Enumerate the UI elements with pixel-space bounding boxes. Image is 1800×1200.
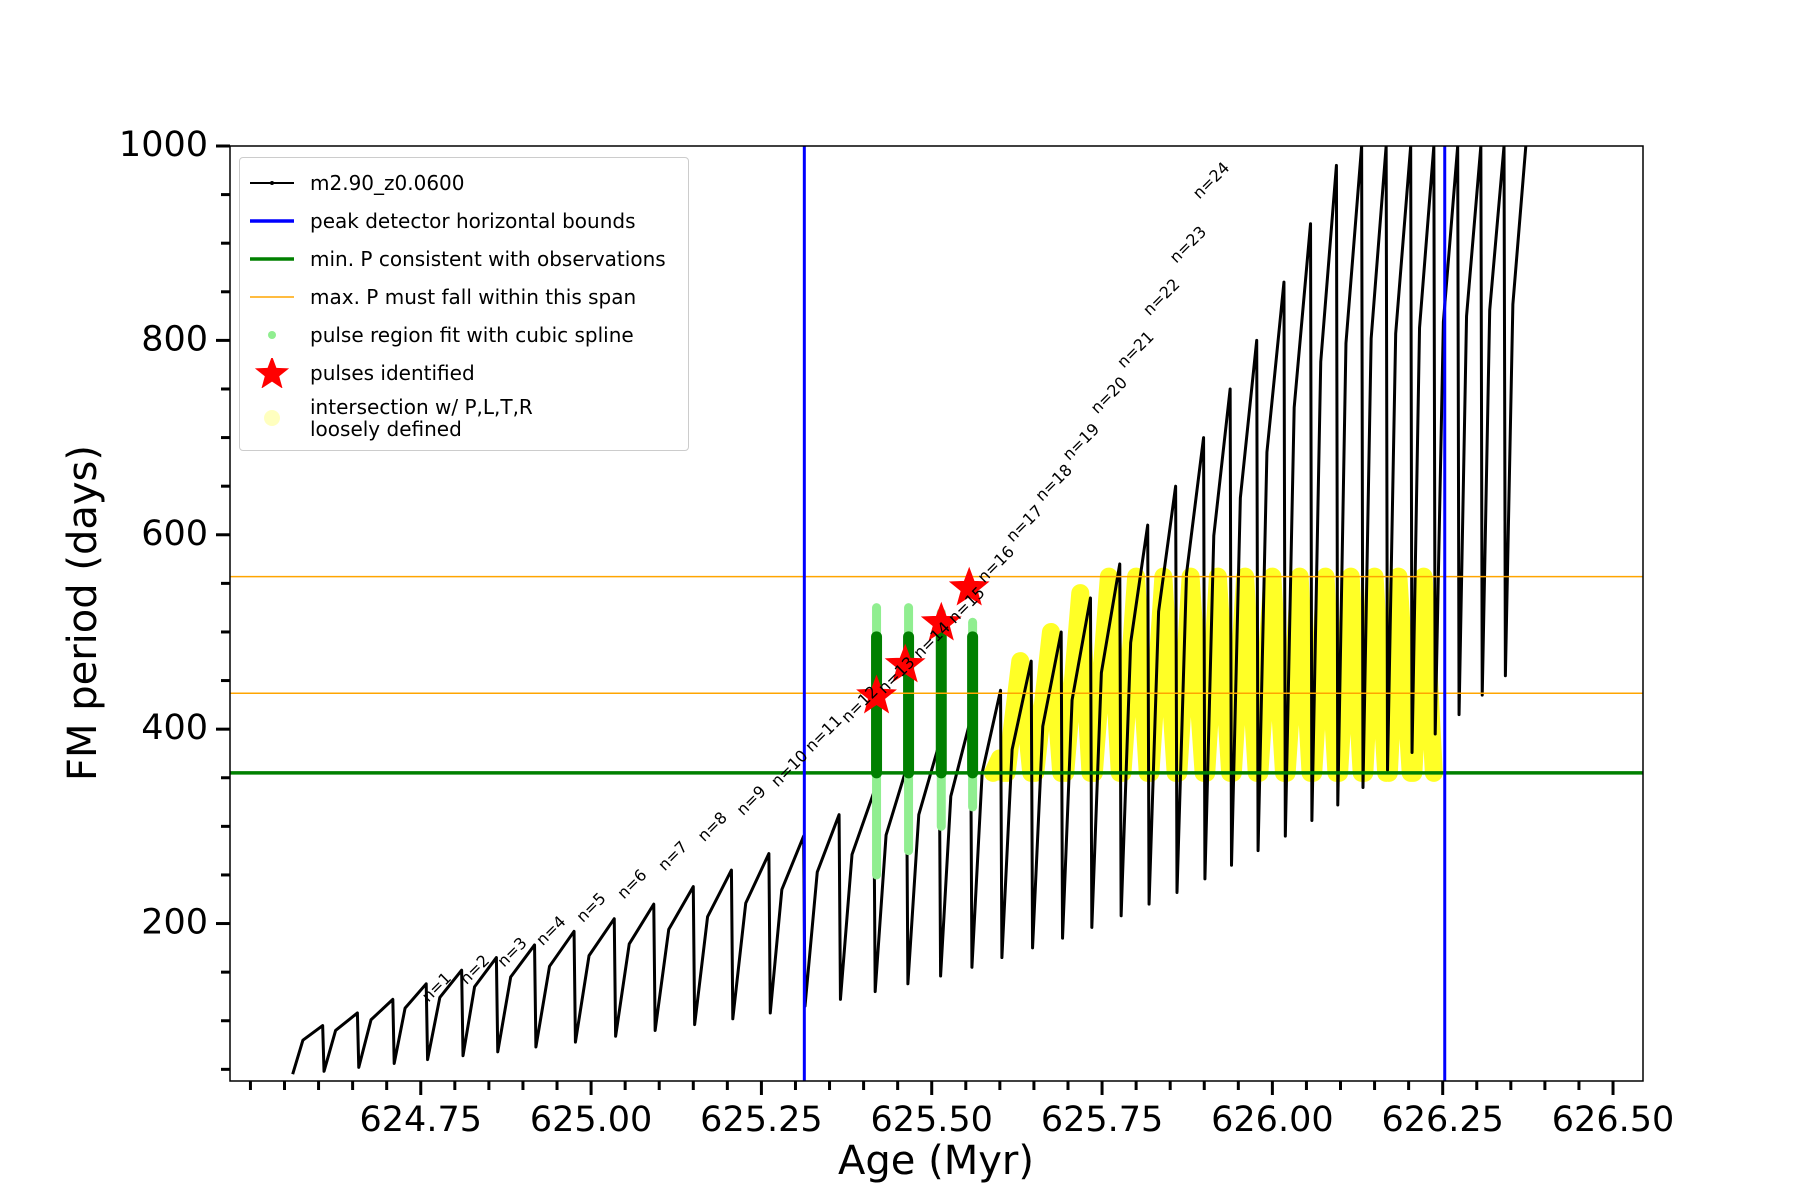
legend-marker [250,181,294,185]
period-curve [291,146,1528,1075]
legend-label: min. P consistent with observations [310,247,666,271]
x-tick-label: 625.00 [530,1100,652,1140]
legend-item: pulse region fit with cubic spline [240,316,688,354]
pulse-annotation: n=11 [801,711,845,755]
legend-marker-shape [270,181,274,185]
x-tick-label: 626.25 [1381,1100,1503,1140]
x-tick-label: 625.75 [1041,1100,1163,1140]
legend-label: pulses identified [310,361,475,385]
legend-marker [250,296,294,298]
pulse-annotation: n=7 [654,837,691,874]
y-tick-label: 200 [141,903,208,943]
x-tick-label: 624.75 [360,1100,482,1140]
pulse-star [920,601,962,641]
legend-item: intersection w/ P,L,T,R loosely defined [240,392,688,444]
pulse-annotation: n=22 [1139,275,1183,319]
pulse-annotation: n=1 [418,968,455,1005]
legend-marker [250,219,294,223]
pulse-star [948,566,990,606]
pulse-annotation: n=5 [572,889,609,926]
y-tick-label: 1000 [119,125,208,165]
y-axis-label: FM period (days) [60,445,106,781]
pulse-star [856,674,897,714]
legend-label: intersection w/ P,L,T,R loosely defined [310,395,533,441]
legend-label: pulse region fit with cubic spline [310,323,634,347]
pulse-star [884,643,926,683]
pulse-annotation: n=3 [493,933,530,970]
x-tick-label: 626.50 [1552,1100,1674,1140]
legend-marker [254,358,290,388]
pulse-annotation: n=16 [974,542,1018,586]
legend-item: pulses identified [240,354,688,392]
legend-item: peak detector horizontal bounds [240,202,688,240]
pulse-annotation: n=23 [1166,222,1210,266]
pulse-annotation: n=24 [1189,158,1233,202]
legend-label: max. P must fall within this span [310,285,637,309]
pulse-annotation: n=21 [1113,327,1157,371]
pulse-annotation: n=6 [613,865,650,902]
y-tick-label: 800 [141,319,208,359]
y-tick-label: 600 [141,514,208,554]
legend-marker-shape [268,331,276,339]
x-tick-label: 626.00 [1211,1100,1333,1140]
x-tick-label: 625.50 [870,1100,992,1140]
y-tick-label: 400 [141,708,208,748]
legend-marker [250,257,294,261]
axes-frame [229,145,1644,1082]
legend-item: max. P must fall within this span [240,278,688,316]
legend-label: m2.90_z0.0600 [310,171,465,195]
plot-area: n=1 n=2 n=3n=4n=5n=6n=7n=8n=9n=10n=11n=12n… [230,146,1643,1081]
legend-label: peak detector horizontal bounds [310,209,636,233]
x-axis-label: Age (Myr) [838,1138,1034,1184]
pulse-annotation: n=18 [1031,460,1075,504]
legend-marker [264,410,280,426]
legend-item: min. P consistent with observations [240,240,688,278]
pulse-annotation: n=9 [733,782,770,819]
pulse-annotation: n=8 [694,808,731,845]
legend-item: m2.90_z0.0600 [240,164,688,202]
legend-marker-shape [254,358,290,388]
legend-marker [268,331,276,339]
x-tick-label: 625.25 [700,1100,822,1140]
pulse-annotation: n=17 [1002,501,1046,545]
axes: 624.75 625.00 625.25 625.50 625.75 626.00 626.… [119,125,1674,1140]
pulse-annotation: n=19 [1059,419,1103,463]
legend-marker-shape [264,410,280,426]
pulse-annotation: n=20 [1087,373,1131,417]
